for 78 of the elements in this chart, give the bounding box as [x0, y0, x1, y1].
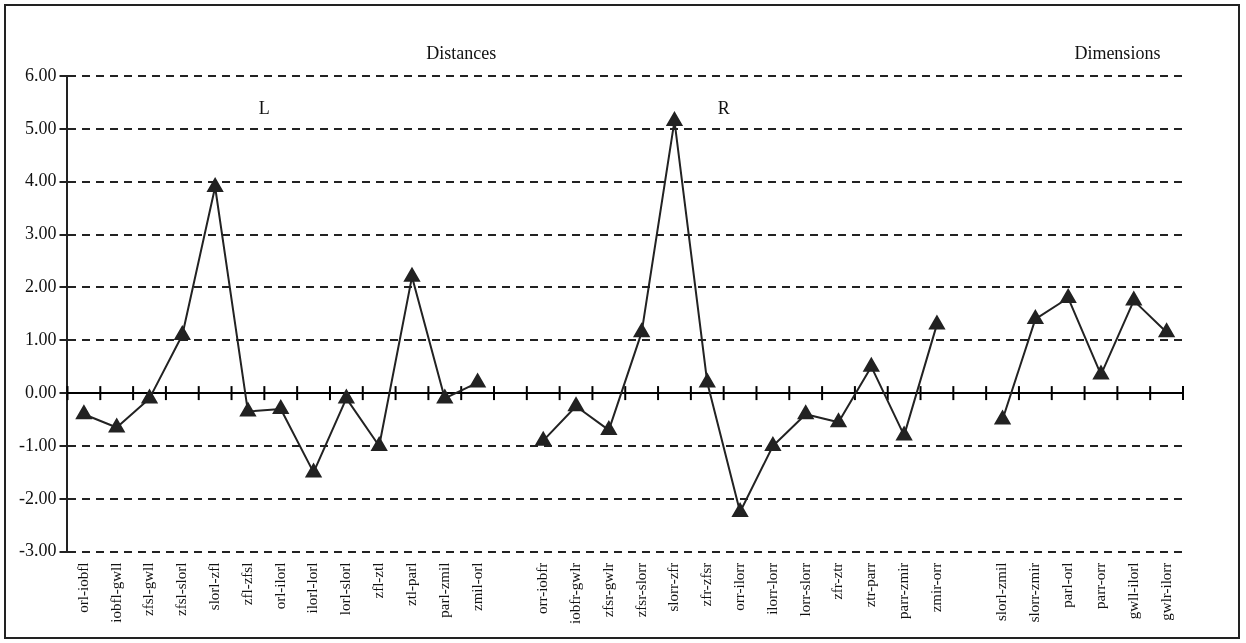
x-tick-label: slorr-zfr — [665, 562, 682, 612]
y-tick-label: 1.00 — [24, 328, 57, 349]
x-tick-label: parl-zmil — [435, 562, 452, 618]
y-tick-label: 0.00 — [24, 381, 57, 402]
x-tick-label: zfl-ztl — [370, 562, 387, 599]
point — [404, 267, 420, 282]
x-tick-label: zfsl-gwll — [140, 562, 157, 616]
x-tick-label: parr-orr — [1091, 562, 1108, 609]
point — [929, 315, 945, 330]
point — [830, 413, 847, 428]
y-tick-label: 4.00 — [24, 170, 57, 191]
point — [305, 463, 322, 478]
point — [108, 418, 125, 433]
x-tick-label: ztl-parl — [402, 562, 419, 606]
x-tick-label: slorl-zfl — [206, 562, 223, 611]
point — [338, 389, 355, 404]
x-tick-label: ilorr-lorr — [763, 562, 780, 615]
x-tick-label: zfl-zfsl — [238, 562, 255, 606]
y-tick-label: -3.00 — [18, 540, 57, 561]
x-tick-label: gwlr-ilorr — [1157, 562, 1174, 621]
text: Dimensions — [1074, 42, 1161, 63]
x-tick-label: parr-zmir — [895, 562, 912, 619]
point — [371, 436, 388, 451]
point — [535, 431, 552, 446]
point — [633, 323, 650, 338]
point — [1093, 365, 1109, 380]
point — [240, 402, 256, 417]
y-tick-label: -1.00 — [18, 434, 57, 455]
x-tick-label: zmir-orr — [927, 562, 944, 613]
point — [174, 325, 191, 340]
point — [764, 436, 781, 451]
point — [797, 405, 814, 420]
point — [1027, 310, 1044, 325]
x-tick-label: ilorl-lorl — [304, 562, 321, 614]
x-tick-label: parl-orl — [1059, 562, 1076, 608]
point — [207, 177, 224, 192]
point — [896, 426, 913, 441]
point — [1125, 291, 1142, 306]
x-tick-label: orr-ilorr — [731, 562, 748, 611]
annotation: L — [258, 98, 270, 119]
point — [75, 405, 92, 420]
x-tick-label: orl-ilorl — [271, 562, 288, 610]
point — [436, 389, 453, 404]
x-tick-label: zmil-orl — [468, 562, 485, 611]
x-tick-label: slorr-zmir — [1026, 562, 1043, 623]
text: Distances — [426, 42, 497, 63]
point — [994, 410, 1011, 425]
x-tick-label: zfr-zfsr — [698, 562, 715, 607]
point — [469, 373, 486, 388]
y-tick-label: 2.00 — [24, 276, 57, 297]
point — [699, 373, 716, 388]
x-tick-label: iobfr-gwlr — [566, 562, 583, 625]
x-tick-label: slorl-zmil — [993, 562, 1010, 621]
x-tick-label: orl-iobfl — [74, 562, 91, 613]
point — [666, 111, 683, 126]
point — [1060, 288, 1077, 303]
x-tick-label: gwll-ilorl — [1124, 562, 1141, 620]
x-tick-label: orr-iobfr — [534, 562, 551, 614]
point — [141, 389, 158, 404]
x-tick-label: zfsl-slorl — [173, 562, 190, 616]
point — [1158, 323, 1175, 338]
x-tick-label: zfsr-gwlr — [599, 562, 616, 618]
y-tick-label: -2.00 — [18, 487, 57, 508]
point — [600, 421, 617, 436]
point — [732, 503, 749, 518]
y-tick-label: 6.00 — [24, 64, 57, 85]
annotation: R — [717, 98, 730, 119]
y-tick-label: 3.00 — [24, 223, 57, 244]
x-tick-label: ztr-parr — [862, 562, 879, 608]
x-tick-label: lorr-slorr — [796, 562, 813, 617]
point — [272, 399, 289, 414]
point — [568, 397, 584, 412]
x-tick-label: zfr-ztr — [829, 562, 846, 600]
x-tick-label: iobfl-gwll — [107, 562, 124, 623]
x-tick-label: lorl-slorl — [337, 562, 354, 616]
y-tick-label: 5.00 — [24, 117, 57, 138]
point — [863, 357, 880, 372]
x-tick-label: zfsr-slorr — [632, 562, 649, 618]
